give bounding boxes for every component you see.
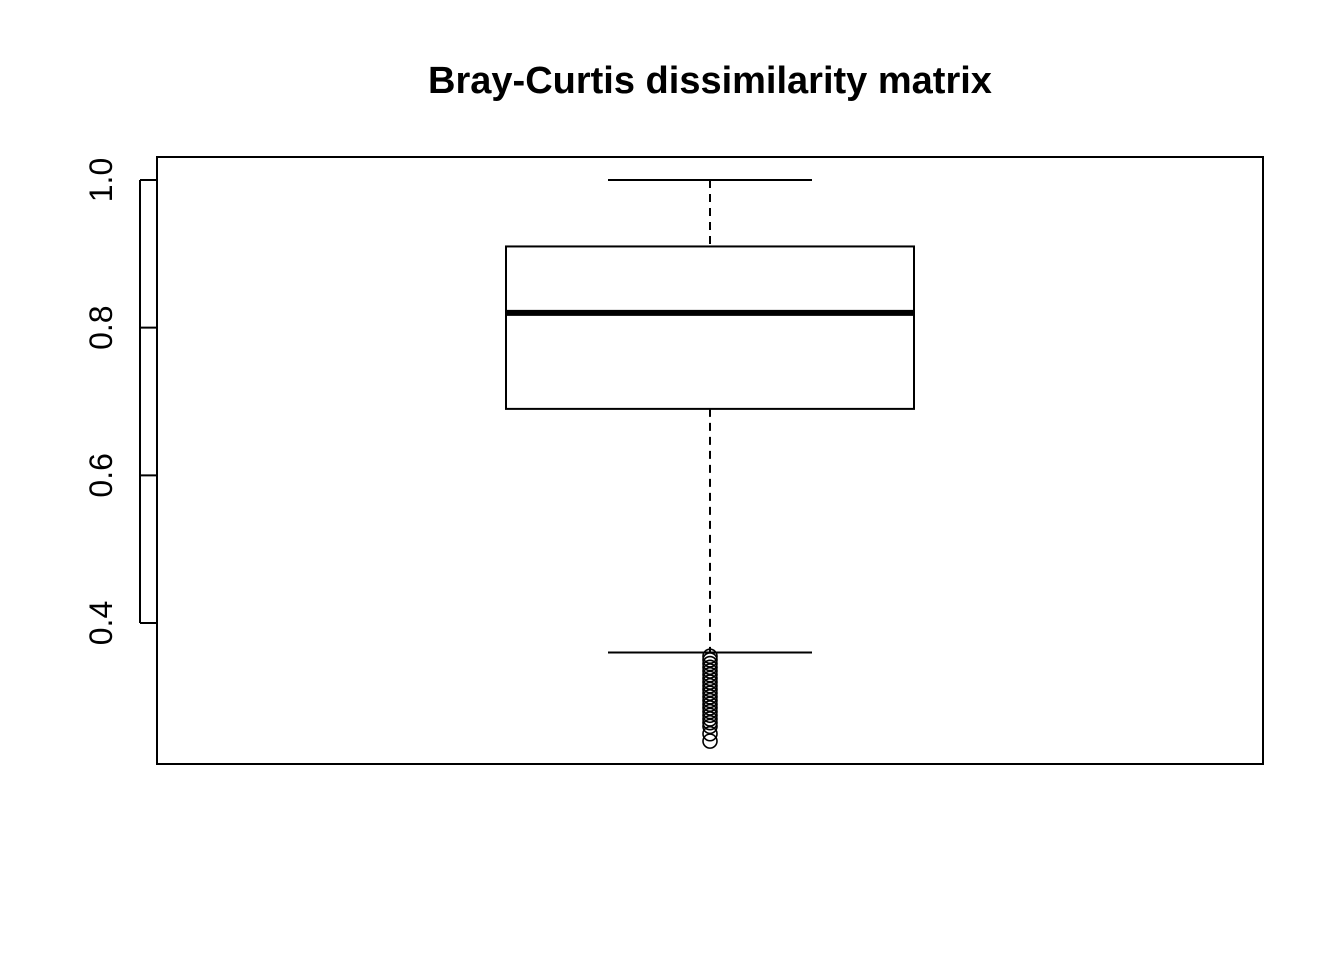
outlier-point [702, 714, 718, 731]
y-tick-label: 1.0 [83, 158, 119, 202]
y-tick-label: 0.6 [83, 453, 119, 497]
outlier-point [702, 707, 718, 724]
y-axis: 0.4 0.6 0.8 1.0 [83, 158, 157, 645]
chart-title: Bray-Curtis dissimilarity matrix [428, 60, 992, 102]
outlier-point [702, 725, 718, 742]
interquartile-box [505, 245, 915, 410]
outlier-point [702, 733, 718, 749]
y-tick-label: 0.4 [83, 601, 119, 645]
plot-frame [156, 156, 1264, 765]
y-tick-label: 0.8 [83, 305, 119, 349]
box-series [505, 179, 915, 749]
